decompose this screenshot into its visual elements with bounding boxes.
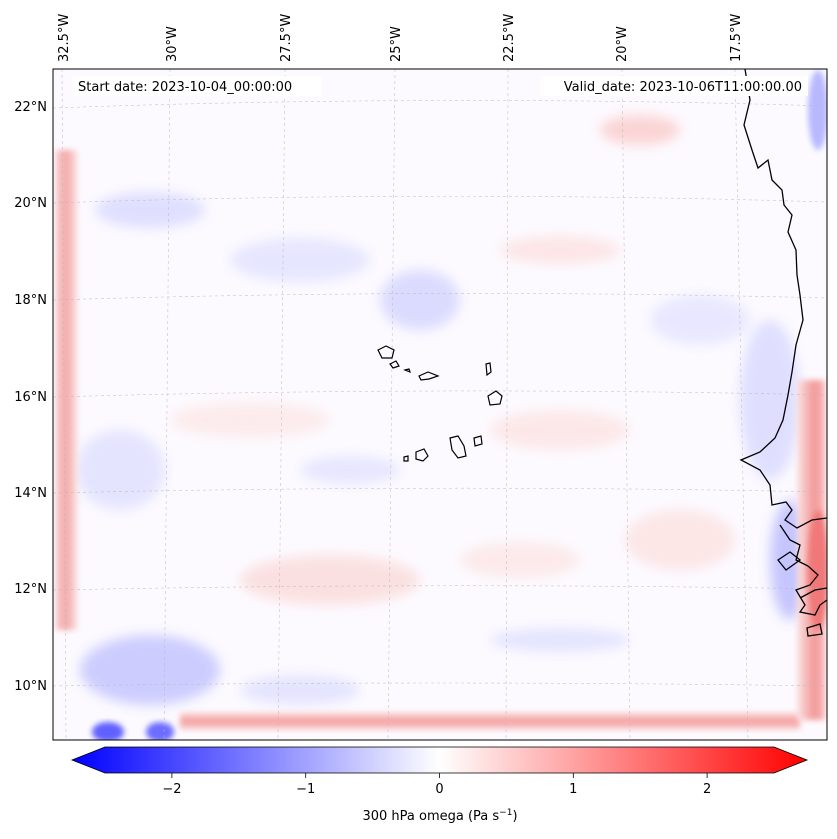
colorbar-tick-label: 1: [569, 782, 577, 797]
right-edge-red-spot: [808, 510, 827, 630]
latitude-labels: 22°N 20°N 18°N 16°N 14°N 12°N 10°N: [14, 100, 47, 694]
boa-vista-island: [487, 390, 503, 406]
lon-label: 27.5°W: [279, 14, 294, 62]
omega-field-background: [53, 69, 827, 740]
left-boundary-band: [56, 150, 78, 630]
fogo-island: [415, 448, 429, 462]
right-edge-blue-spot: [808, 70, 827, 150]
lat-label: 12°N: [14, 582, 47, 597]
lat-label: 14°N: [14, 486, 47, 501]
colorbar-tick-label: 2: [703, 782, 711, 797]
sao-vicente-island: [389, 360, 400, 369]
colorbar: −2 −1 0 1 2 300 hPa omega (Pa s−1): [70, 746, 809, 824]
map-panel: Start date: 2023-10-04_00:00:00 Valid_da…: [53, 69, 827, 740]
valid-date-box: [540, 76, 808, 96]
start-date-label: Start date: 2023-10-04_00:00:00: [78, 80, 292, 95]
colorbar-ticks: −2 −1 0 1 2: [162, 773, 711, 797]
sao-nicolau-island: [418, 371, 440, 381]
colorbar-tick-label: −1: [296, 782, 315, 797]
colorbar-tick-label: 0: [435, 782, 443, 797]
lon-label: 30°W: [165, 26, 180, 62]
cape-verde-islands: [377, 345, 503, 462]
colorbar-body: [70, 746, 809, 774]
bottom-boundary-band: [180, 712, 800, 730]
graticule: [53, 69, 827, 740]
bottom-left-blue-spot: [92, 722, 124, 740]
santiago-island: [449, 435, 467, 459]
colorbar-tick-label: −2: [162, 782, 181, 797]
africa-coastline: [739, 69, 827, 529]
lat-label: 20°N: [14, 196, 47, 211]
lat-label: 10°N: [14, 679, 47, 694]
lon-label: 22.5°W: [502, 14, 517, 62]
lat-label: 18°N: [14, 293, 47, 308]
omega-field-contours: [75, 115, 810, 705]
map-frame: [52, 68, 828, 741]
santa-luzia-island: [403, 368, 411, 374]
lon-label: 32.5°W: [57, 14, 72, 62]
colorbar-label: 300 hPa omega (Pa s−1): [362, 808, 517, 824]
sal-island: [485, 362, 492, 377]
lon-label: 20°W: [615, 26, 630, 62]
lat-label: 22°N: [14, 100, 47, 115]
santo-antao-island: [377, 345, 395, 359]
lon-label: 17.5°W: [729, 14, 744, 62]
maio-island: [473, 435, 483, 447]
start-date-box: [72, 76, 322, 96]
valid-date-label: Valid_date: 2023-10-06T11:00:00.00: [564, 80, 802, 95]
lon-label: 25°W: [389, 26, 404, 62]
bottom-left-blue-spot: [146, 722, 174, 740]
lat-label: 16°N: [14, 390, 47, 405]
brava-island: [403, 455, 409, 462]
coastline: [739, 69, 827, 637]
longitude-labels: 32.5°W 30°W 27.5°W 25°W 22.5°W 20°W 17.5…: [57, 14, 744, 62]
